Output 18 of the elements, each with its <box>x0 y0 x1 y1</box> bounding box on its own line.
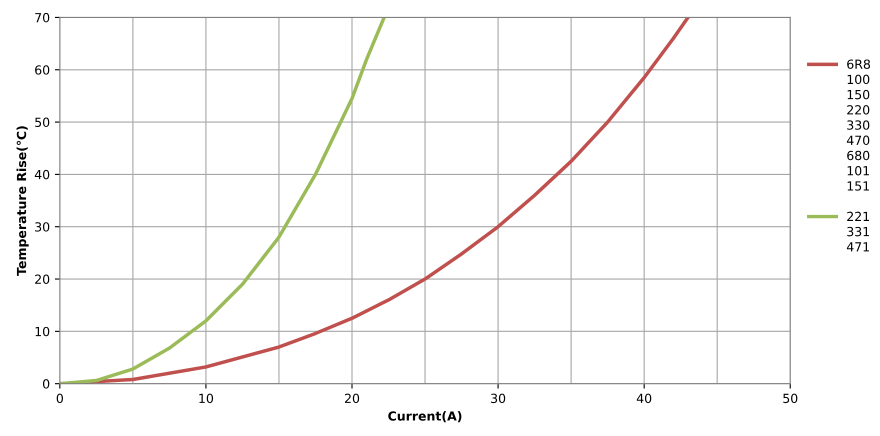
x-tick-label: 30 <box>491 394 506 404</box>
x-tick-label: 40 <box>636 394 652 404</box>
y-tick-label: 30 <box>35 222 50 232</box>
y-axis-title: Temperature Rise(℃) <box>16 126 29 276</box>
legend-label: 221 331 471 <box>846 212 869 252</box>
x-tick-label: 50 <box>783 394 798 404</box>
x-tick-label: 0 <box>56 394 63 404</box>
y-tick-label: 10 <box>36 326 50 336</box>
y-tick-label: 0 <box>42 379 50 389</box>
x-axis-title: Current(A) <box>388 411 462 422</box>
y-tick-label: 40 <box>34 170 50 180</box>
x-tick-label: 20 <box>344 394 360 404</box>
y-tick-label: 60 <box>35 65 50 75</box>
y-tick-label: 50 <box>35 118 50 128</box>
x-tick-label: 10 <box>199 394 214 404</box>
text: 6R8 100 150 220 330 470 680 101 151 <box>846 59 870 191</box>
y-tick-label: 20 <box>35 274 50 284</box>
y-tick-label: 70 <box>35 12 50 22</box>
